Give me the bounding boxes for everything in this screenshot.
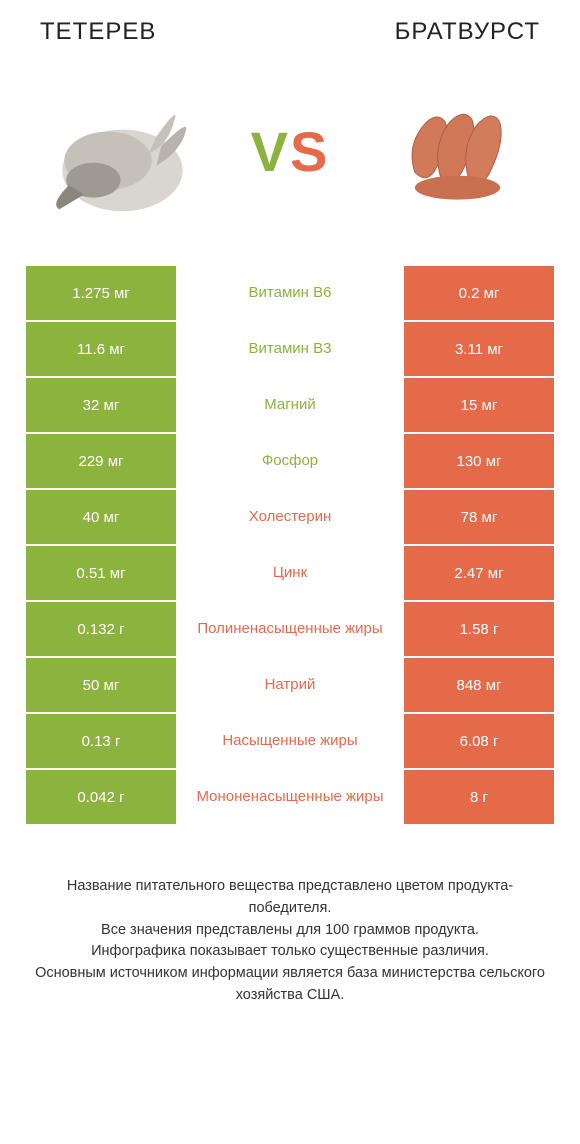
left-value: 40 мг (26, 490, 176, 544)
left-value: 0.042 г (26, 770, 176, 824)
right-value: 848 мг (404, 658, 554, 712)
right-value: 0.2 мг (404, 266, 554, 320)
nutrient-name: Витамин B6 (176, 266, 404, 320)
nutrient-row: 11.6 мгВитамин B33.11 мг (26, 322, 554, 376)
right-value: 130 мг (404, 434, 554, 488)
left-value: 50 мг (26, 658, 176, 712)
nutrient-row: 0.13 гНасыщенные жиры6.08 г (26, 714, 554, 768)
right-value: 1.58 г (404, 602, 554, 656)
left-value: 229 мг (26, 434, 176, 488)
nutrient-name: Магний (176, 378, 404, 432)
header: ТЕТЕРЕВ БРАТВУРСТ (0, 0, 580, 56)
nutrient-row: 50 мгНатрий848 мг (26, 658, 554, 712)
left-product-image (40, 76, 205, 226)
right-value: 78 мг (404, 490, 554, 544)
footer-notes: Название питательного вещества представл… (0, 826, 580, 1007)
right-product-title: БРАТВУРСТ (395, 18, 540, 46)
right-value: 2.47 мг (404, 546, 554, 600)
footer-line: Название питательного вещества представл… (30, 876, 550, 920)
left-value: 0.13 г (26, 714, 176, 768)
left-value: 0.132 г (26, 602, 176, 656)
vs-v: V (251, 120, 290, 183)
left-value: 0.51 мг (26, 546, 176, 600)
nutrient-table: 1.275 мгВитамин B60.2 мг11.6 мгВитамин B… (0, 266, 580, 824)
nutrient-row: 0.51 мгЦинк2.47 мг (26, 546, 554, 600)
nutrient-name: Цинк (176, 546, 404, 600)
footer-line: Все значения представлены для 100 граммо… (30, 920, 550, 942)
nutrient-row: 229 мгФосфор130 мг (26, 434, 554, 488)
right-value: 6.08 г (404, 714, 554, 768)
vs-label: VS (251, 119, 330, 184)
left-product-title: ТЕТЕРЕВ (40, 18, 156, 46)
nutrient-name: Фосфор (176, 434, 404, 488)
nutrient-name: Полиненасыщенные жиры (176, 602, 404, 656)
nutrient-row: 0.132 гПолиненасыщенные жиры1.58 г (26, 602, 554, 656)
nutrient-name: Витамин B3 (176, 322, 404, 376)
vs-s: S (290, 120, 329, 183)
nutrient-name: Натрий (176, 658, 404, 712)
images-row: VS (0, 56, 580, 266)
left-value: 32 мг (26, 378, 176, 432)
right-value: 8 г (404, 770, 554, 824)
right-value: 15 мг (404, 378, 554, 432)
nutrient-name: Холестерин (176, 490, 404, 544)
nutrient-row: 32 мгМагний15 мг (26, 378, 554, 432)
right-value: 3.11 мг (404, 322, 554, 376)
nutrient-row: 40 мгХолестерин78 мг (26, 490, 554, 544)
left-value: 11.6 мг (26, 322, 176, 376)
left-value: 1.275 мг (26, 266, 176, 320)
footer-line: Инфографика показывает только существенн… (30, 941, 550, 963)
nutrient-name: Насыщенные жиры (176, 714, 404, 768)
footer-line: Основным источником информации является … (30, 963, 550, 1007)
nutrient-row: 0.042 гМононенасыщенные жиры8 г (26, 770, 554, 824)
nutrient-name: Мононенасыщенные жиры (176, 770, 404, 824)
nutrient-row: 1.275 мгВитамин B60.2 мг (26, 266, 554, 320)
right-product-image (375, 76, 540, 226)
